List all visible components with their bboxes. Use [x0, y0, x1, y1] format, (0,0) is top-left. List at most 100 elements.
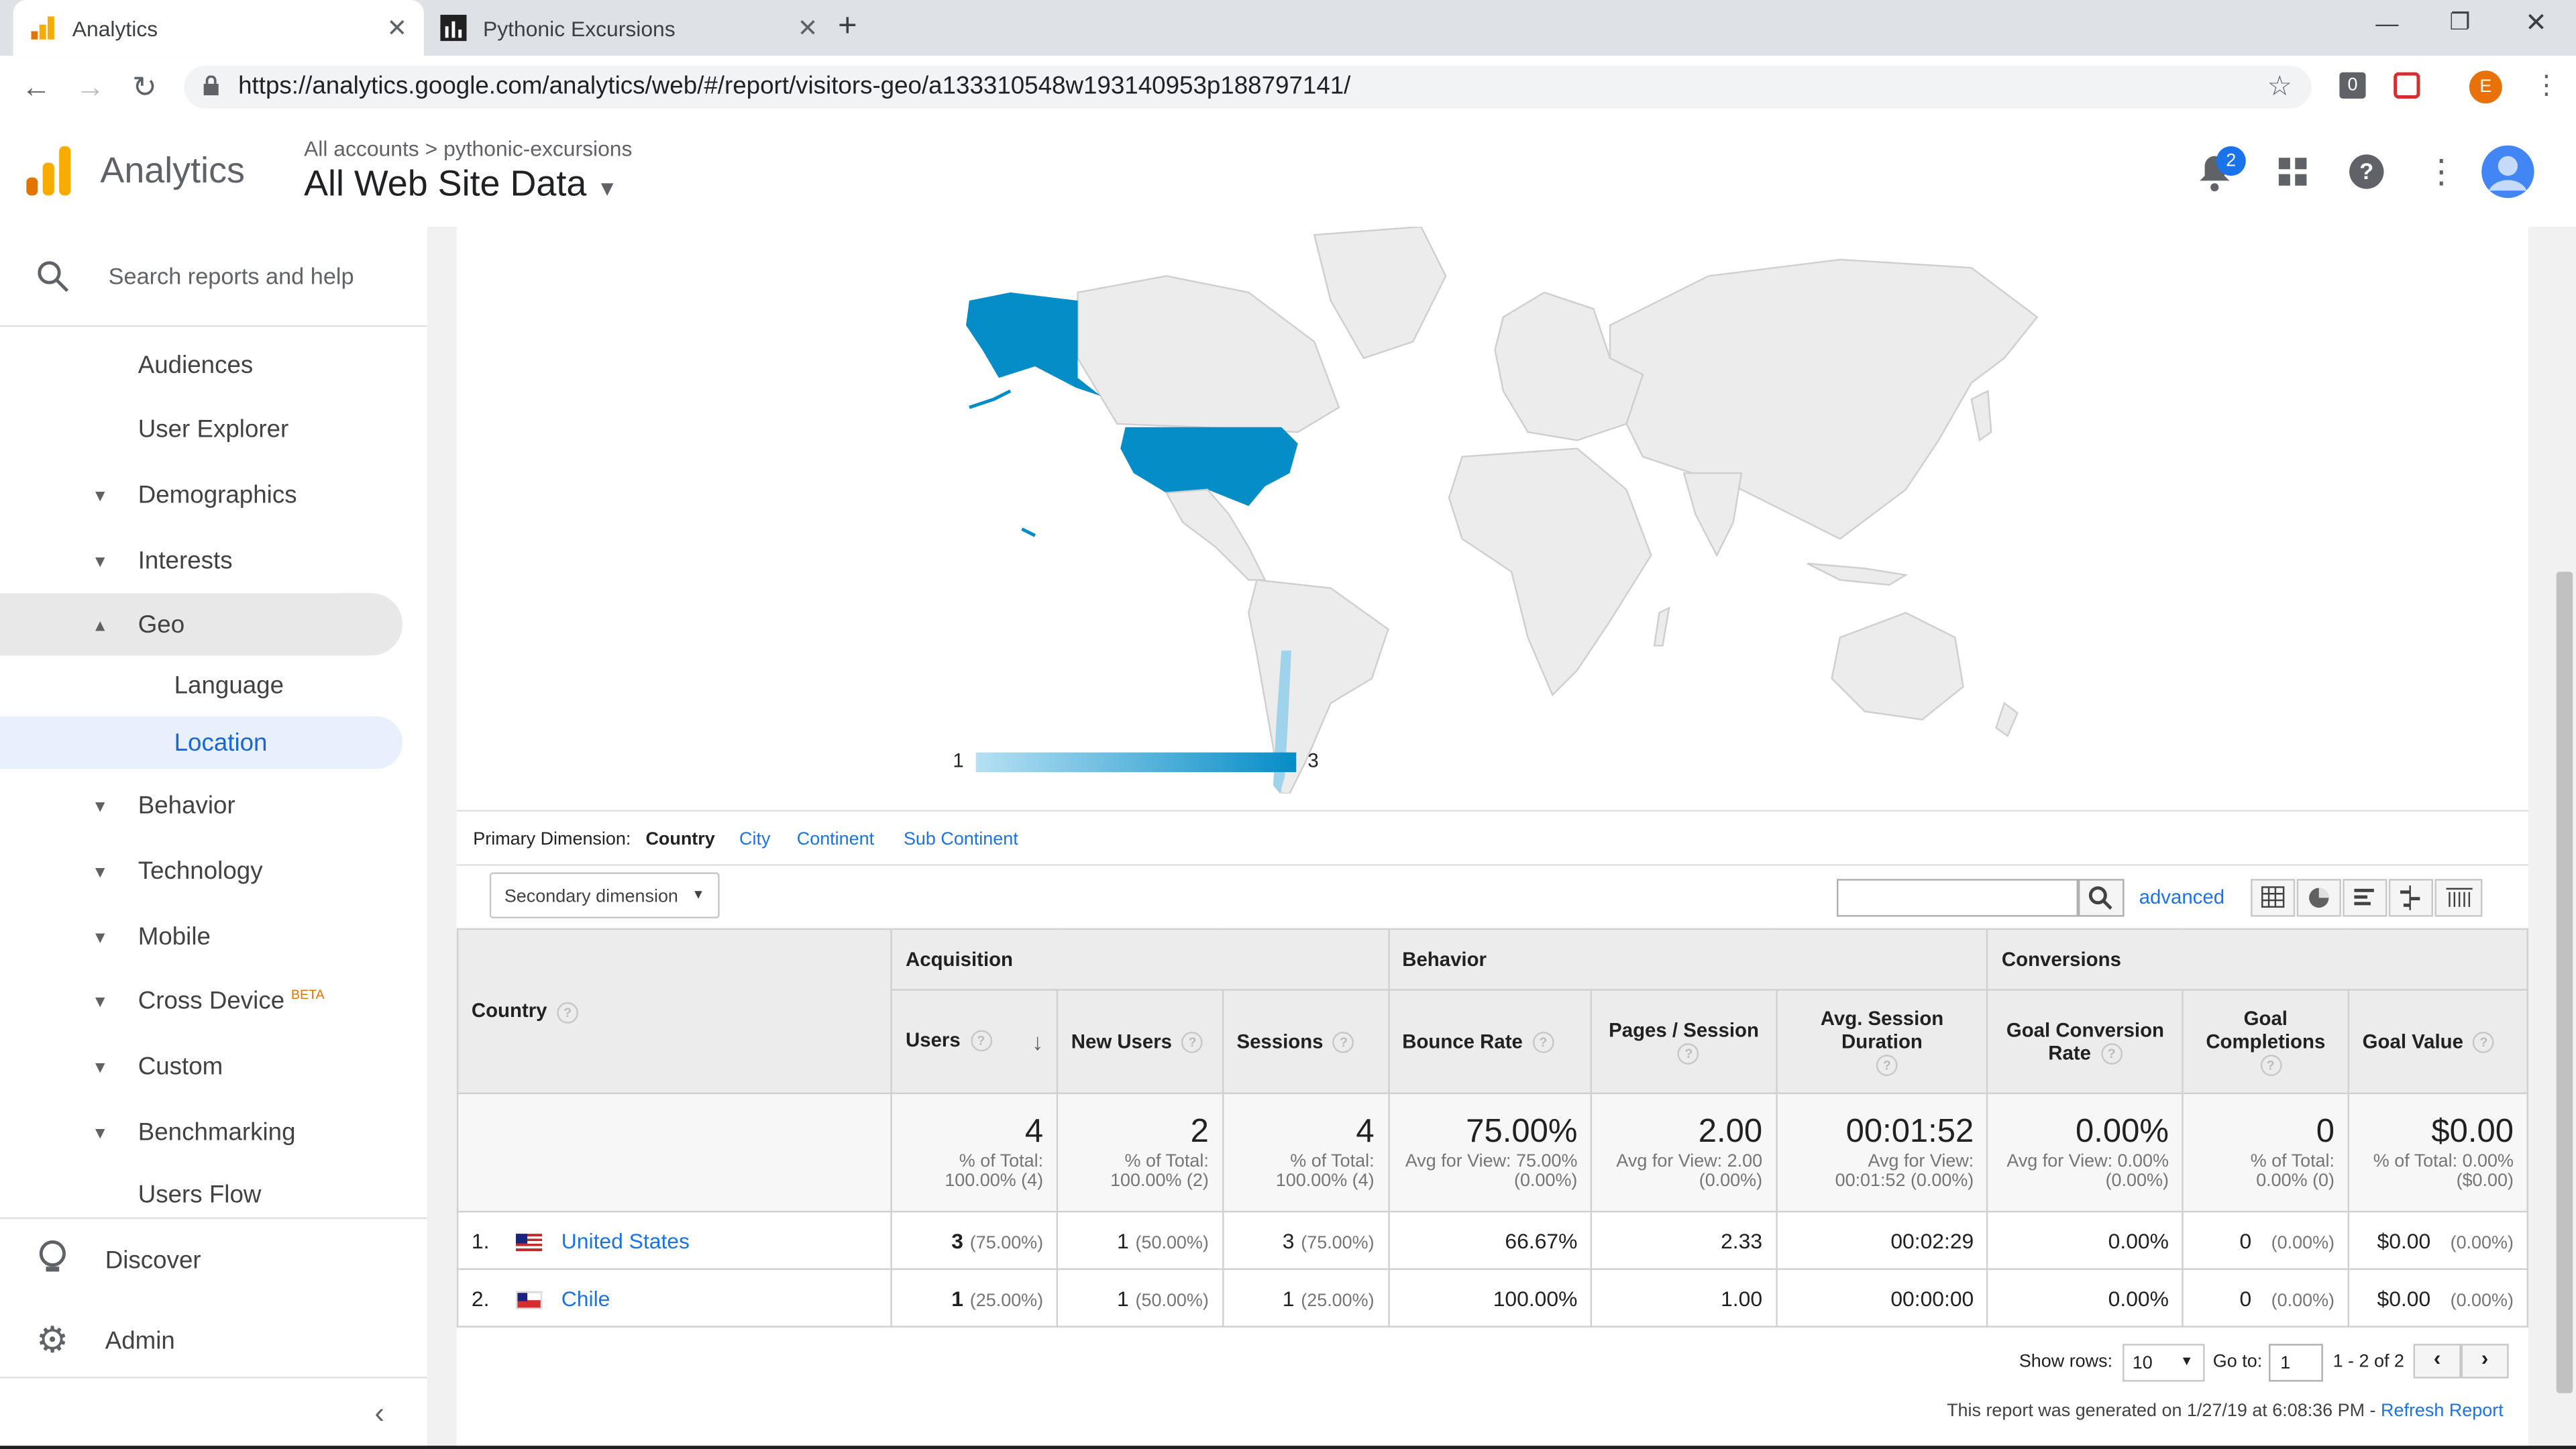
dimension-sub-continent[interactable]: Sub Continent: [903, 829, 1018, 850]
col-country-header[interactable]: Country?: [456, 928, 893, 1095]
show-rows-select[interactable]: 10 ▼: [2123, 1344, 2205, 1382]
help-tooltip-icon[interactable]: ?: [970, 1030, 992, 1053]
secondary-dimension-dropdown[interactable]: Secondary dimension ▼: [489, 872, 720, 918]
search-input[interactable]: Search reports and help: [108, 262, 354, 290]
sidebar-item-geo[interactable]: Geo: [138, 611, 185, 639]
expand-caret-icon[interactable]: ▼: [92, 1059, 109, 1078]
help-tooltip-icon[interactable]: ?: [2259, 1055, 2282, 1077]
help-icon[interactable]: ?: [2349, 154, 2384, 189]
table-search-input[interactable]: [1836, 879, 2078, 917]
extension-badge-icon[interactable]: 0: [2339, 72, 2366, 99]
forward-icon[interactable]: →: [75, 70, 105, 104]
sidebar-item-benchmarking[interactable]: Benchmarking: [138, 1118, 296, 1147]
pie-view-icon[interactable]: [2296, 879, 2341, 917]
sort-descending-icon[interactable]: ↓: [1031, 1028, 1044, 1055]
help-tooltip-icon[interactable]: ?: [2100, 1043, 2123, 1065]
comparison-view-icon[interactable]: [2388, 879, 2433, 917]
table-view-icon[interactable]: [2251, 879, 2296, 917]
col-users-header[interactable]: Users? ↓: [890, 989, 1059, 1095]
col-new-users-header[interactable]: New Users?: [1056, 989, 1224, 1095]
sidebar-item-behavior[interactable]: Behavior: [138, 792, 235, 820]
col-goal-value-header[interactable]: Goal Value?: [2347, 989, 2529, 1095]
col-pages-session-header[interactable]: Pages / Session?: [1591, 989, 1778, 1095]
expand-caret-icon[interactable]: ▼: [92, 930, 109, 949]
more-options-icon[interactable]: ⋮: [2424, 154, 2458, 191]
table-search-button[interactable]: [2078, 879, 2125, 917]
country-link[interactable]: Chile: [561, 1285, 610, 1311]
sidebar-admin[interactable]: Admin: [105, 1327, 175, 1356]
col-avg-session-duration-header[interactable]: Avg. Session Duration?: [1775, 989, 1989, 1095]
close-tab-icon[interactable]: ✕: [386, 15, 408, 43]
analytics-logo-icon[interactable]: [26, 145, 72, 206]
search-icon[interactable]: [36, 260, 69, 301]
advanced-filter-link[interactable]: advanced: [2139, 885, 2225, 909]
sidebar-item-technology[interactable]: Technology: [138, 857, 263, 886]
back-icon[interactable]: ←: [21, 70, 51, 104]
apps-grid-icon[interactable]: [2278, 158, 2308, 195]
help-tooltip-icon[interactable]: ?: [1532, 1032, 1554, 1054]
browser-menu-icon[interactable]: ⋮: [2533, 72, 2560, 101]
col-sessions-header[interactable]: Sessions?: [1222, 989, 1389, 1095]
pocket-extension-icon[interactable]: [2394, 72, 2420, 99]
performance-view-icon[interactable]: [2343, 879, 2387, 917]
expand-caret-icon[interactable]: ▼: [92, 1125, 109, 1144]
expand-caret-icon[interactable]: ▼: [92, 798, 109, 817]
breadcrumb-root[interactable]: All accounts: [304, 136, 419, 162]
col-goal-completions-header[interactable]: Goal Completions?: [2182, 989, 2350, 1095]
window-close-icon[interactable]: ✕: [2525, 9, 2547, 38]
dimension-city[interactable]: City: [739, 829, 771, 850]
sidebar-item-users-flow[interactable]: Users Flow: [138, 1181, 262, 1210]
url-text[interactable]: https://analytics.google.com/analytics/w…: [238, 72, 1351, 101]
expand-caret-icon[interactable]: ▼: [92, 994, 109, 1012]
dimension-country[interactable]: Country: [645, 829, 715, 850]
sidebar-item-audiences[interactable]: Audiences: [138, 352, 254, 380]
page-scrollbar-thumb[interactable]: [2556, 572, 2573, 1393]
restore-icon[interactable]: ❐: [2449, 8, 2471, 35]
user-avatar-icon[interactable]: [2481, 145, 2535, 207]
sidebar-item-cross-device[interactable]: Cross Device BETA: [138, 987, 325, 1016]
sidebar-item-interests[interactable]: Interests: [138, 547, 233, 576]
sidebar-item-demographics[interactable]: Demographics: [138, 481, 297, 510]
help-tooltip-icon[interactable]: ?: [1678, 1043, 1700, 1065]
profile-avatar[interactable]: E: [2469, 70, 2502, 104]
prev-page-button[interactable]: ‹: [2413, 1344, 2461, 1379]
sidebar-item-mobile[interactable]: Mobile: [138, 923, 211, 951]
lightbulb-icon[interactable]: [38, 1240, 67, 1285]
collapse-caret-icon[interactable]: ▲: [92, 617, 109, 636]
collapse-sidebar-icon[interactable]: ‹: [374, 1396, 385, 1430]
goto-page-input[interactable]: 1: [2269, 1344, 2323, 1382]
col-bounce-rate-header[interactable]: Bounce Rate?: [1387, 989, 1593, 1095]
new-tab-icon[interactable]: +: [837, 8, 857, 45]
breadcrumb[interactable]: All accounts > pythonic-excursions: [304, 136, 632, 161]
sidebar-discover[interactable]: Discover: [105, 1246, 201, 1275]
pivot-view-icon[interactable]: [2434, 879, 2483, 917]
expand-caret-icon[interactable]: ▼: [92, 864, 109, 883]
refresh-report-link[interactable]: Refresh Report: [2381, 1401, 2504, 1421]
world-map[interactable]: [920, 226, 2102, 794]
sidebar-item-user-explorer[interactable]: User Explorer: [138, 415, 289, 444]
tab-analytics[interactable]: Analytics ✕: [13, 0, 424, 56]
minimize-icon[interactable]: —: [2375, 9, 2399, 36]
close-tab-icon[interactable]: ✕: [797, 15, 818, 43]
expand-caret-icon[interactable]: ▼: [92, 488, 109, 506]
dimension-continent[interactable]: Continent: [796, 829, 875, 850]
col-goal-conversion-rate-header[interactable]: Goal Conversion Rate?: [1986, 989, 2184, 1095]
next-page-button[interactable]: ›: [2461, 1344, 2509, 1379]
reload-icon[interactable]: ↻: [132, 70, 157, 104]
tab-pythonic-excursions[interactable]: Pythonic Excursions ✕: [424, 0, 835, 56]
help-tooltip-icon[interactable]: ?: [2473, 1032, 2495, 1054]
sidebar-item-custom[interactable]: Custom: [138, 1053, 223, 1081]
sidebar-item-language[interactable]: Language: [174, 672, 284, 700]
bookmark-star-icon[interactable]: ☆: [2267, 70, 2292, 102]
breadcrumb-account[interactable]: pythonic-excursions: [443, 136, 633, 162]
omnibox[interactable]: [184, 65, 2312, 109]
help-tooltip-icon[interactable]: ?: [1876, 1055, 1898, 1077]
gear-icon[interactable]: ⚙: [36, 1319, 69, 1360]
help-tooltip-icon[interactable]: ?: [557, 1002, 579, 1023]
help-tooltip-icon[interactable]: ?: [1181, 1032, 1203, 1054]
sidebar-item-location[interactable]: Location: [174, 729, 268, 757]
expand-caret-icon[interactable]: ▼: [92, 553, 109, 572]
property-selector[interactable]: All Web Site Data ▼: [304, 162, 618, 205]
country-link[interactable]: United States: [561, 1228, 690, 1253]
help-tooltip-icon[interactable]: ?: [1333, 1032, 1355, 1054]
